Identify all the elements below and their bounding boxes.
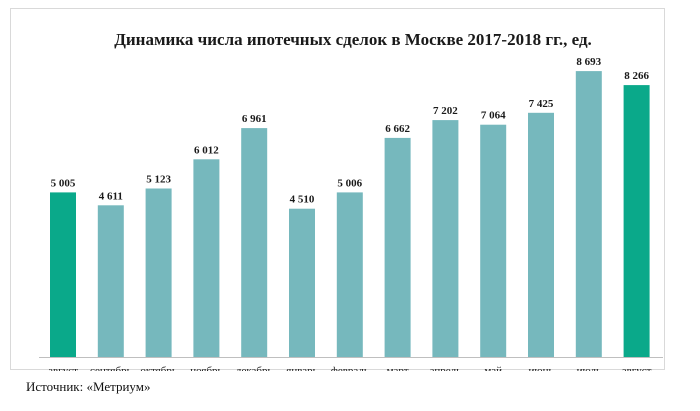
category-label-0: август xyxy=(48,365,78,371)
category-label-10: июнь xyxy=(528,365,553,371)
value-label-11: 8 693 xyxy=(576,56,601,68)
category-label-11: июль xyxy=(577,365,601,371)
bar-10 xyxy=(528,112,554,357)
chart-frame: Динамика числа ипотечных сделок в Москве… xyxy=(10,8,665,371)
bar-6 xyxy=(336,192,363,357)
category-label-8: апрель xyxy=(430,365,462,371)
chart-title: Динамика числа ипотечных сделок в Москве… xyxy=(114,30,592,49)
value-label-2: 5 123 xyxy=(146,174,171,186)
category-label-9: май xyxy=(484,365,502,371)
value-label-1: 4 611 xyxy=(99,190,123,202)
source-note: Источник: «Метриум» xyxy=(26,379,151,394)
bar-8 xyxy=(432,120,459,357)
value-label-3: 6 012 xyxy=(194,144,219,156)
category-labels-group: август сентябрь октябрь ноябрь декабрь январь… xyxy=(48,365,652,371)
bar-2 xyxy=(145,188,172,357)
category-label-12: август xyxy=(622,365,652,371)
category-label-1: сентябрь xyxy=(90,365,132,371)
bar-0 xyxy=(50,192,76,357)
value-label-9: 7 064 xyxy=(481,110,506,122)
value-labels-group: 5 005 4 611 5 123 6 012 6 961 4 510 5 006 6 662… xyxy=(51,56,650,206)
category-label-3: ноябрь xyxy=(190,365,222,371)
value-label-10: 7 425 xyxy=(529,98,554,110)
bar-11 xyxy=(575,71,602,357)
value-label-4: 6 961 xyxy=(242,113,267,125)
value-label-8: 7 202 xyxy=(433,105,458,117)
category-label-7: март xyxy=(387,365,409,371)
bar-1 xyxy=(97,205,124,357)
bar-12 xyxy=(623,85,650,357)
value-label-7: 6 662 xyxy=(385,123,410,135)
bar-4 xyxy=(241,128,268,357)
chart-canvas: Динамика числа ипотечных сделок в Москве… xyxy=(39,30,663,371)
category-label-6: февраль xyxy=(331,365,369,371)
value-label-5: 4 510 xyxy=(290,194,315,206)
bar-3 xyxy=(193,159,220,357)
value-label-0: 5 005 xyxy=(51,177,76,189)
bars-group xyxy=(50,71,650,357)
category-label-4: декабрь xyxy=(236,365,273,371)
category-label-2: октябрь xyxy=(140,365,177,371)
category-label-5: январь xyxy=(286,365,317,371)
value-label-6: 5 006 xyxy=(337,177,362,189)
bar-5 xyxy=(289,208,315,357)
bar-7 xyxy=(384,137,411,357)
bar-9 xyxy=(480,124,507,357)
value-label-12: 8 266 xyxy=(624,70,649,82)
